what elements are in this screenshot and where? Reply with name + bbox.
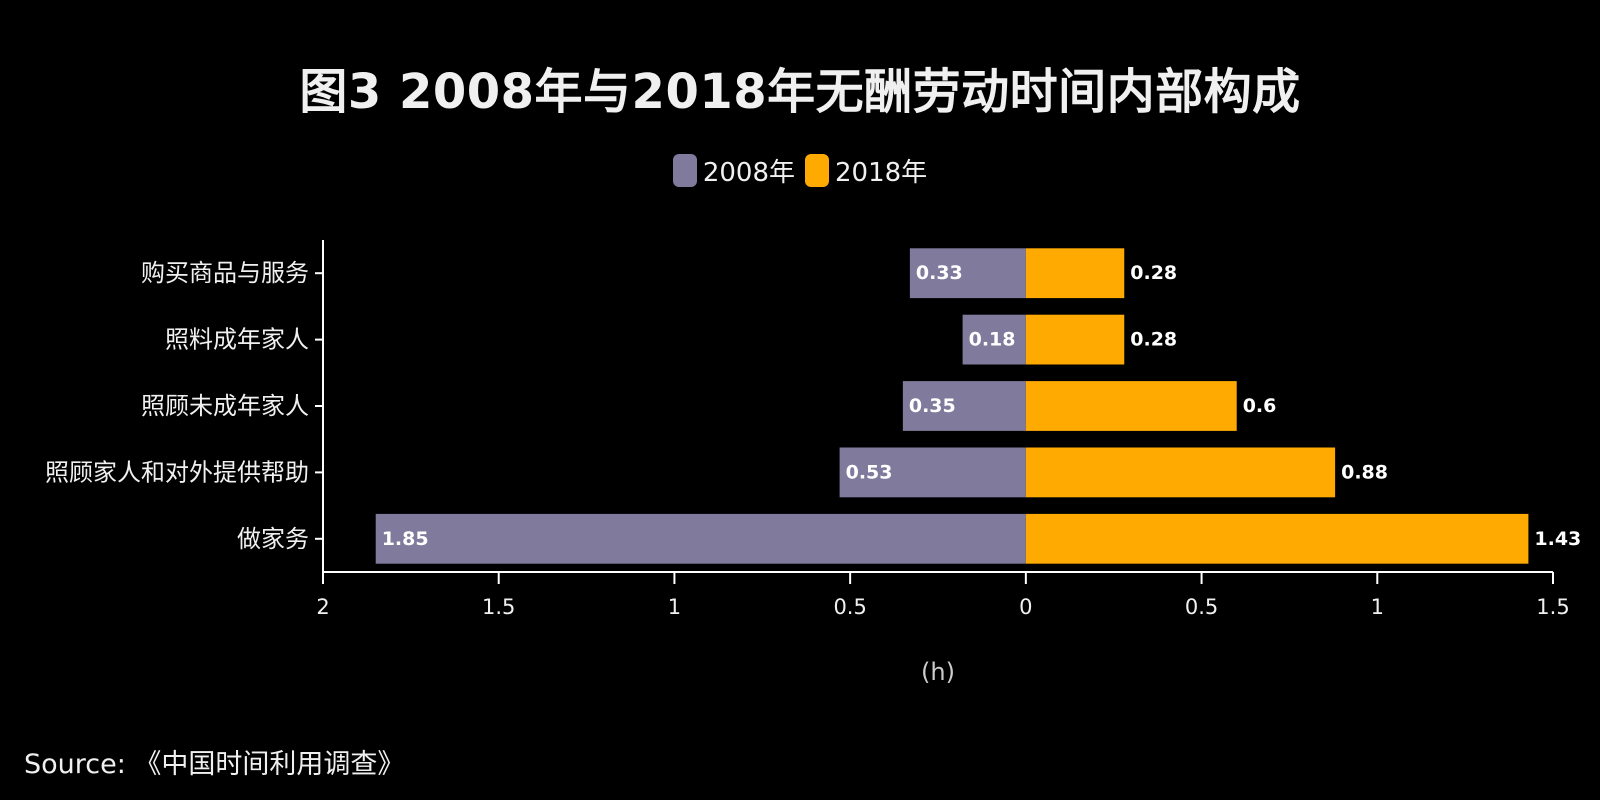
source-note: Source: 《中国时间利用调查》: [24, 749, 405, 780]
data-label-2018-4: 1.43: [1534, 528, 1581, 550]
x-tick-label-5: 0.5: [1185, 595, 1218, 619]
bar-2008-4: [375, 513, 1026, 564]
data-label-2018-3: 0.88: [1341, 461, 1388, 483]
legend: 2008年 2018年: [0, 152, 1600, 189]
legend-label-2018: 2018年: [835, 158, 928, 188]
legend-item-2008[interactable]: 2008年: [672, 152, 795, 189]
data-label-2008-1: 0.18: [969, 329, 1016, 351]
chart-title: 图3 2008年与2018年无酬劳动时间内部构成: [299, 64, 1301, 120]
bar-2008-2: [902, 381, 1026, 431]
category-label-3: 照顾家人和对外提供帮助: [45, 458, 309, 486]
category-label-4: 做家务: [237, 525, 309, 553]
data-label-2008-2: 0.35: [909, 395, 956, 417]
legend-item-2018[interactable]: 2018年: [805, 152, 927, 189]
x-tick-label-0: 2: [316, 595, 329, 619]
x-axis-title: (h): [921, 658, 955, 686]
bar-2018-0: [1025, 248, 1125, 299]
bar-2008-1: [962, 314, 1026, 365]
category-label-1: 照料成年家人: [165, 326, 309, 354]
x-tick-label-1: 1.5: [482, 595, 515, 619]
data-label-2018-0: 0.28: [1130, 262, 1177, 284]
data-label-2008-4: 1.85: [382, 528, 429, 550]
bar-2008-3: [839, 447, 1026, 498]
bar-2018-4: [1025, 513, 1529, 564]
bar-2008-0: [909, 248, 1026, 299]
data-label-2008-0: 0.33: [916, 262, 963, 284]
data-label-2008-3: 0.53: [846, 461, 893, 483]
x-tick-label-2: 1: [668, 595, 681, 619]
x-tick-label-4: 0: [1019, 595, 1032, 619]
data-label-2018-1: 0.28: [1130, 329, 1177, 351]
bar-2018-2: [1025, 381, 1237, 431]
data-label-2018-2: 0.6: [1243, 395, 1277, 417]
bar-2018-3: [1025, 447, 1336, 498]
legend-swatch-2018: [805, 154, 829, 187]
category-label-0: 购买商品与服务: [141, 259, 309, 287]
bar-2018-1: [1025, 314, 1125, 365]
x-tick-label-3: 0.5: [833, 595, 866, 619]
category-label-2: 照顾未成年家人: [141, 392, 309, 420]
legend-label-2008: 2008年: [702, 158, 795, 188]
legend-swatch-2008: [672, 154, 697, 187]
x-tick-label-7: 1.5: [1536, 595, 1569, 619]
x-tick-label-6: 1: [1371, 595, 1384, 619]
